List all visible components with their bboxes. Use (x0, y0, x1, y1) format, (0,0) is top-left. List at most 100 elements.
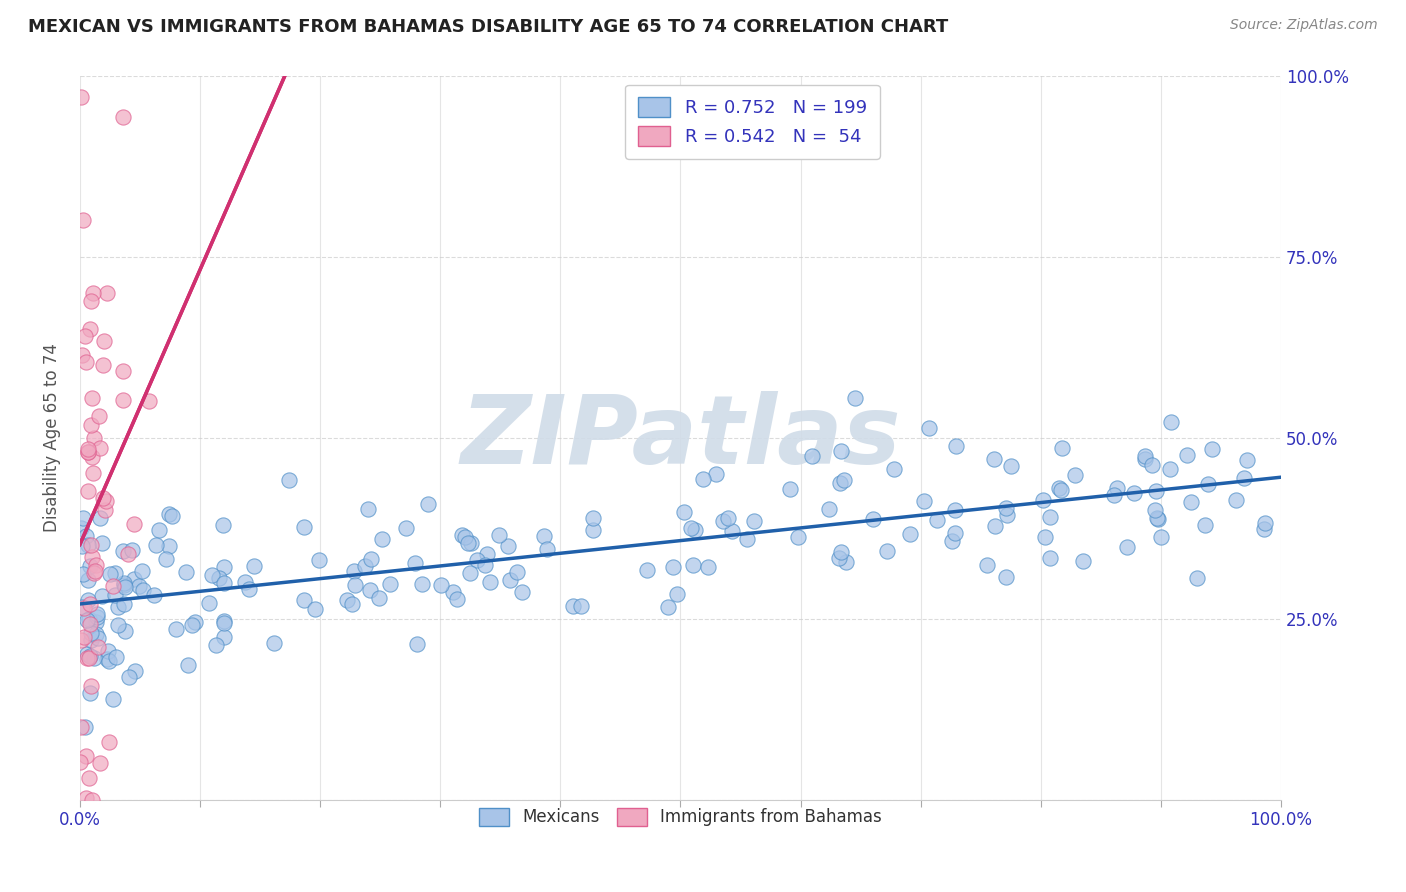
Point (111, 392, 134, 407)
Point (1140, 458, 1163, 472)
Point (86, 607, 108, 621)
Point (925, 513, 948, 527)
Point (308, 553, 330, 567)
Point (801, 449, 824, 463)
Point (1039, 510, 1062, 524)
Point (155, 552, 177, 566)
Point (1032, 493, 1054, 508)
Point (79, 650, 101, 665)
Point (77, 573, 100, 587)
Point (91, 491, 114, 506)
Point (79, 559, 101, 574)
Point (83, 566, 105, 580)
Point (368, 591, 391, 606)
Point (830, 545, 852, 559)
Point (679, 521, 702, 535)
Point (1146, 511, 1168, 525)
Point (1253, 522, 1275, 536)
Point (208, 571, 231, 585)
Point (94, 503, 117, 517)
Point (79, 322, 101, 336)
Point (80, 391, 103, 405)
Point (1047, 481, 1070, 495)
Point (666, 587, 689, 601)
Point (1052, 441, 1074, 455)
Point (142, 588, 165, 602)
Point (1064, 467, 1087, 482)
Point (80, 538, 103, 552)
Point (1225, 493, 1247, 508)
Point (148, 523, 170, 537)
Point (742, 514, 765, 528)
Point (1159, 461, 1181, 475)
Point (1194, 518, 1216, 533)
Point (212, 631, 235, 645)
Point (720, 524, 742, 538)
Point (510, 584, 533, 599)
Point (72, 511, 94, 525)
Point (582, 511, 605, 525)
Point (1254, 516, 1277, 531)
Point (132, 583, 155, 598)
Point (787, 530, 810, 544)
Point (70, 632, 93, 647)
Point (124, 664, 146, 678)
Text: MEXICAN VS IMMIGRANTS FROM BAHAMAS DISABILITY AGE 65 TO 74 CORRELATION CHART: MEXICAN VS IMMIGRANTS FROM BAHAMAS DISAB… (28, 18, 949, 36)
Point (717, 510, 740, 524)
Point (76, 445, 98, 459)
Point (1146, 511, 1168, 525)
Point (711, 514, 734, 528)
Point (122, 517, 145, 532)
Point (1236, 453, 1258, 467)
Point (82, 466, 104, 480)
Point (704, 467, 727, 482)
Point (79, 648, 101, 663)
Point (70, 720, 93, 734)
Text: ZIPatlas: ZIPatlas (460, 391, 901, 484)
Point (174, 565, 197, 579)
Point (77, 593, 100, 607)
Point (1033, 530, 1056, 544)
Point (876, 544, 898, 558)
Point (395, 521, 418, 535)
Point (212, 560, 235, 574)
Point (488, 528, 510, 542)
Point (830, 475, 852, 490)
Point (211, 518, 233, 533)
Point (90, 535, 112, 549)
Point (371, 533, 394, 547)
Point (683, 523, 706, 537)
Point (75, 355, 97, 369)
Point (70, 599, 93, 614)
Point (180, 617, 202, 632)
Point (1233, 471, 1256, 485)
Point (184, 615, 207, 629)
Point (454, 530, 477, 544)
Point (157, 508, 180, 522)
Point (406, 637, 429, 651)
Point (1071, 554, 1094, 568)
Point (943, 502, 966, 516)
Point (117, 547, 139, 561)
Point (79, 686, 101, 700)
Point (343, 578, 366, 592)
Point (138, 394, 160, 409)
Point (83, 430, 105, 444)
Point (1180, 494, 1202, 508)
Point (89, 441, 111, 455)
Point (80, 792, 103, 806)
Point (359, 583, 381, 598)
Point (114, 624, 136, 638)
Point (73, 328, 96, 343)
Point (1135, 449, 1157, 463)
Point (830, 444, 852, 458)
Legend: Mexicans, Immigrants from Bahamas: Mexicans, Immigrants from Bahamas (471, 799, 890, 835)
Point (79, 597, 101, 611)
Point (336, 593, 359, 607)
Point (636, 563, 658, 577)
Point (112, 597, 135, 611)
Point (80, 679, 103, 693)
Point (278, 473, 301, 487)
Point (779, 482, 801, 496)
Point (505, 566, 527, 580)
